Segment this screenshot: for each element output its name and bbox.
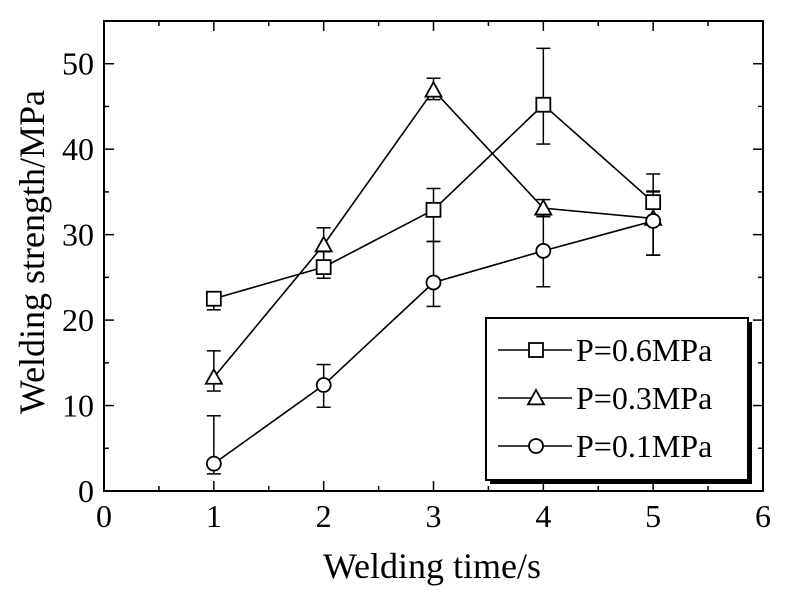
data-point-p-0-6mpa	[315, 259, 332, 276]
y-tick-label: 40	[62, 131, 94, 167]
data-point-p-0-1mpa	[425, 274, 442, 291]
data-point-p-0-1mpa	[535, 242, 552, 259]
data-point-p-0-1mpa	[315, 377, 332, 393]
x-axis-title: Welding time/s	[323, 546, 541, 586]
y-tick-label: 20	[62, 302, 94, 338]
legend-marker-circle	[528, 438, 544, 454]
legend-label: P=0.3MPa	[576, 380, 712, 416]
error-bars	[206, 47, 661, 475]
data-point-p-0-1mpa	[645, 213, 662, 229]
error-bar-p-0-6mpa	[536, 47, 551, 145]
legend-marker-triangle	[526, 388, 546, 406]
error-bar-p-0-1mpa	[426, 240, 441, 308]
data-point-p-0-6mpa	[645, 194, 662, 211]
legend-label: P=0.1MPa	[576, 428, 712, 464]
legend-entry-p-0-6mpa: P=0.6MPa	[498, 332, 712, 368]
data-point-p-0-3mpa	[423, 80, 444, 98]
y-axis-title: Welding strength/MPa	[12, 90, 52, 414]
x-tick-label: 5	[645, 498, 661, 534]
data-point-p-0-1mpa	[205, 455, 222, 472]
x-tick-label: 4	[535, 498, 551, 534]
axes	[103, 20, 764, 492]
legend: P=0.6MPa P=0.3MPa P=0.1MPa	[485, 317, 752, 484]
x-tick-label: 3	[426, 498, 442, 534]
data-point-p-0-6mpa	[535, 96, 552, 113]
y-tick-label: 0	[78, 473, 94, 509]
y-tick-label: 50	[62, 46, 94, 82]
x-tick-label: 2	[316, 498, 332, 534]
x-tick-label: 1	[206, 498, 222, 534]
data-point-p-0-3mpa	[533, 198, 553, 216]
legend-entry-p-0-1mpa: P=0.1MPa	[498, 428, 712, 464]
legend-label: P=0.6MPa	[576, 332, 712, 368]
series-markers	[204, 80, 663, 472]
x-tick-label: 6	[755, 498, 771, 534]
data-point-p-0-3mpa	[204, 367, 224, 385]
legend-marker-square	[528, 342, 544, 358]
legend-entry-p-0-3mpa: P=0.3MPa	[498, 380, 712, 416]
y-tick-label: 10	[62, 388, 94, 424]
data-point-p-0-6mpa	[205, 290, 222, 307]
data-point-p-0-6mpa	[425, 201, 442, 218]
y-tick-label: 30	[62, 217, 94, 253]
tick-labels: 0 1 2 3 4 5 6 0 10 20 30 40 50	[62, 46, 771, 534]
x-tick-label: 0	[96, 498, 112, 534]
data-point-p-0-3mpa	[314, 235, 334, 253]
